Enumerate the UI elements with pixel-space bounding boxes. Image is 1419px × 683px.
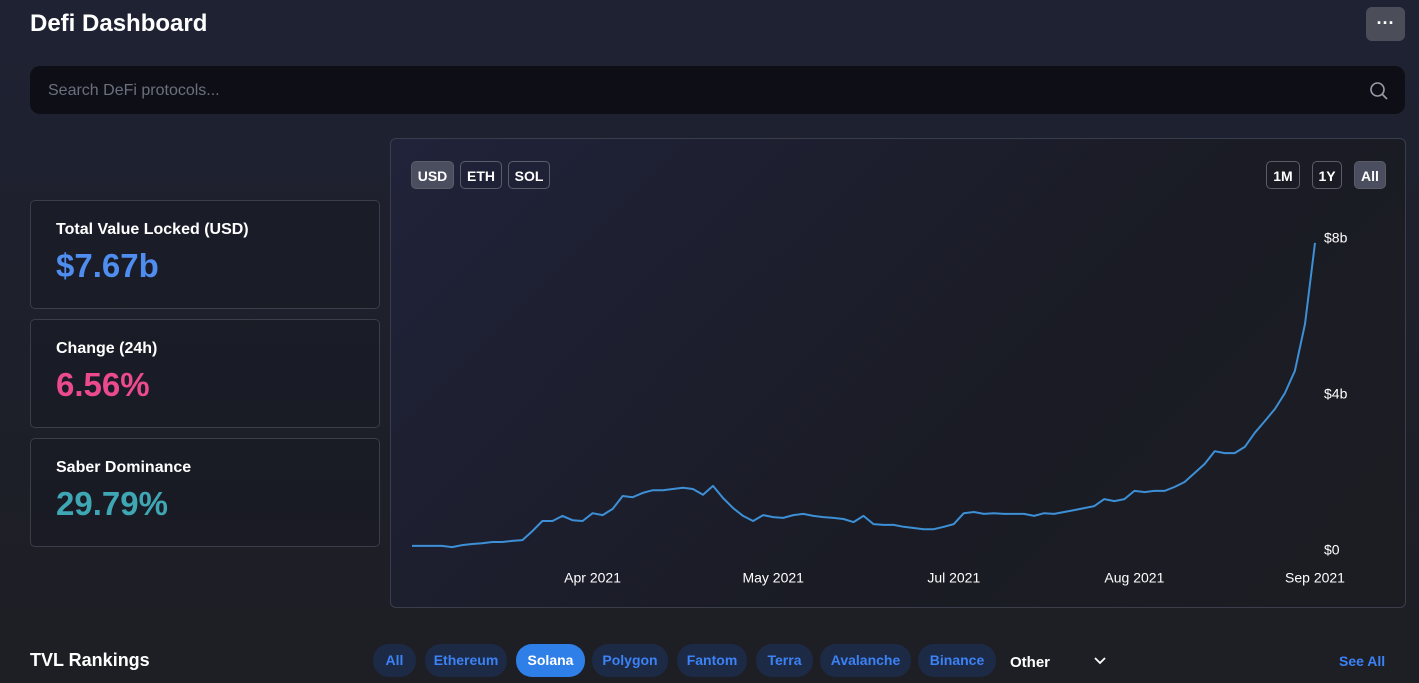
menu-button[interactable]: ··· bbox=[1366, 7, 1405, 41]
stat-value: $7.67b bbox=[56, 247, 159, 284]
filter-pill[interactable]: Avalanche bbox=[820, 644, 911, 677]
range-button[interactable]: 1Y bbox=[1312, 161, 1342, 189]
x-tick-label: Aug 2021 bbox=[1104, 570, 1164, 586]
search-placeholder: Search DeFi protocols... bbox=[48, 82, 220, 99]
page-title: Defi Dashboard bbox=[30, 10, 208, 37]
currency-button[interactable]: USD bbox=[411, 161, 454, 189]
y-tick-label: $8b bbox=[1324, 230, 1348, 246]
stat-card: Saber Dominance 29.79% bbox=[30, 438, 380, 547]
tvl-line bbox=[412, 242, 1316, 549]
filter-pill[interactable]: Solana bbox=[516, 644, 585, 677]
stat-card: Change (24h) 6.56% bbox=[30, 319, 380, 428]
filter-pill[interactable]: Terra bbox=[756, 644, 813, 677]
filter-pill[interactable]: Binance bbox=[918, 644, 996, 677]
currency-button[interactable]: ETH bbox=[460, 161, 502, 189]
range-button[interactable]: 1M bbox=[1266, 161, 1300, 189]
search-icon bbox=[1370, 82, 1388, 100]
filter-pill[interactable]: Fantom bbox=[677, 644, 747, 677]
y-tick-label: $4b bbox=[1324, 386, 1348, 402]
filter-pill[interactable]: Ethereum bbox=[425, 644, 507, 677]
stat-label: Change (24h) bbox=[56, 340, 158, 357]
x-tick-label: May 2021 bbox=[742, 570, 804, 586]
y-tick-label: $0 bbox=[1324, 542, 1340, 558]
x-tick-label: Apr 2021 bbox=[564, 570, 621, 586]
filter-pill[interactable]: All bbox=[373, 644, 416, 677]
stat-value: 29.79% bbox=[56, 485, 168, 522]
x-tick-label: Sep 2021 bbox=[1285, 570, 1345, 586]
chevron-icon bbox=[1094, 657, 1106, 665]
stat-label: Saber Dominance bbox=[56, 459, 192, 476]
search-bar[interactable]: Search DeFi protocols... bbox=[30, 66, 1405, 114]
range-button[interactable]: All bbox=[1354, 161, 1386, 189]
stat-label: Total Value Locked (USD) bbox=[56, 221, 249, 238]
filter-pill[interactable]: Polygon bbox=[592, 644, 668, 677]
chart: $0 $4b $8b Apr 2021 May 2021 Jul 2021 Aug 2021… bbox=[412, 230, 1348, 586]
stat-value: 6.56% bbox=[56, 366, 150, 403]
see-all-link[interactable]: See All bbox=[1339, 653, 1386, 669]
stat-card: Total Value Locked (USD) $7.67b bbox=[30, 200, 380, 309]
currency-button[interactable]: SOL bbox=[508, 161, 550, 189]
chart-panel: USD ETH SOL 1M 1Y All $0 $4b $8b Apr 2021 May 20… bbox=[390, 138, 1406, 608]
section-title: TVL Rankings bbox=[30, 650, 150, 670]
x-tick-label: Jul 2021 bbox=[927, 570, 980, 586]
other-dropdown[interactable]: Other bbox=[1010, 654, 1051, 671]
